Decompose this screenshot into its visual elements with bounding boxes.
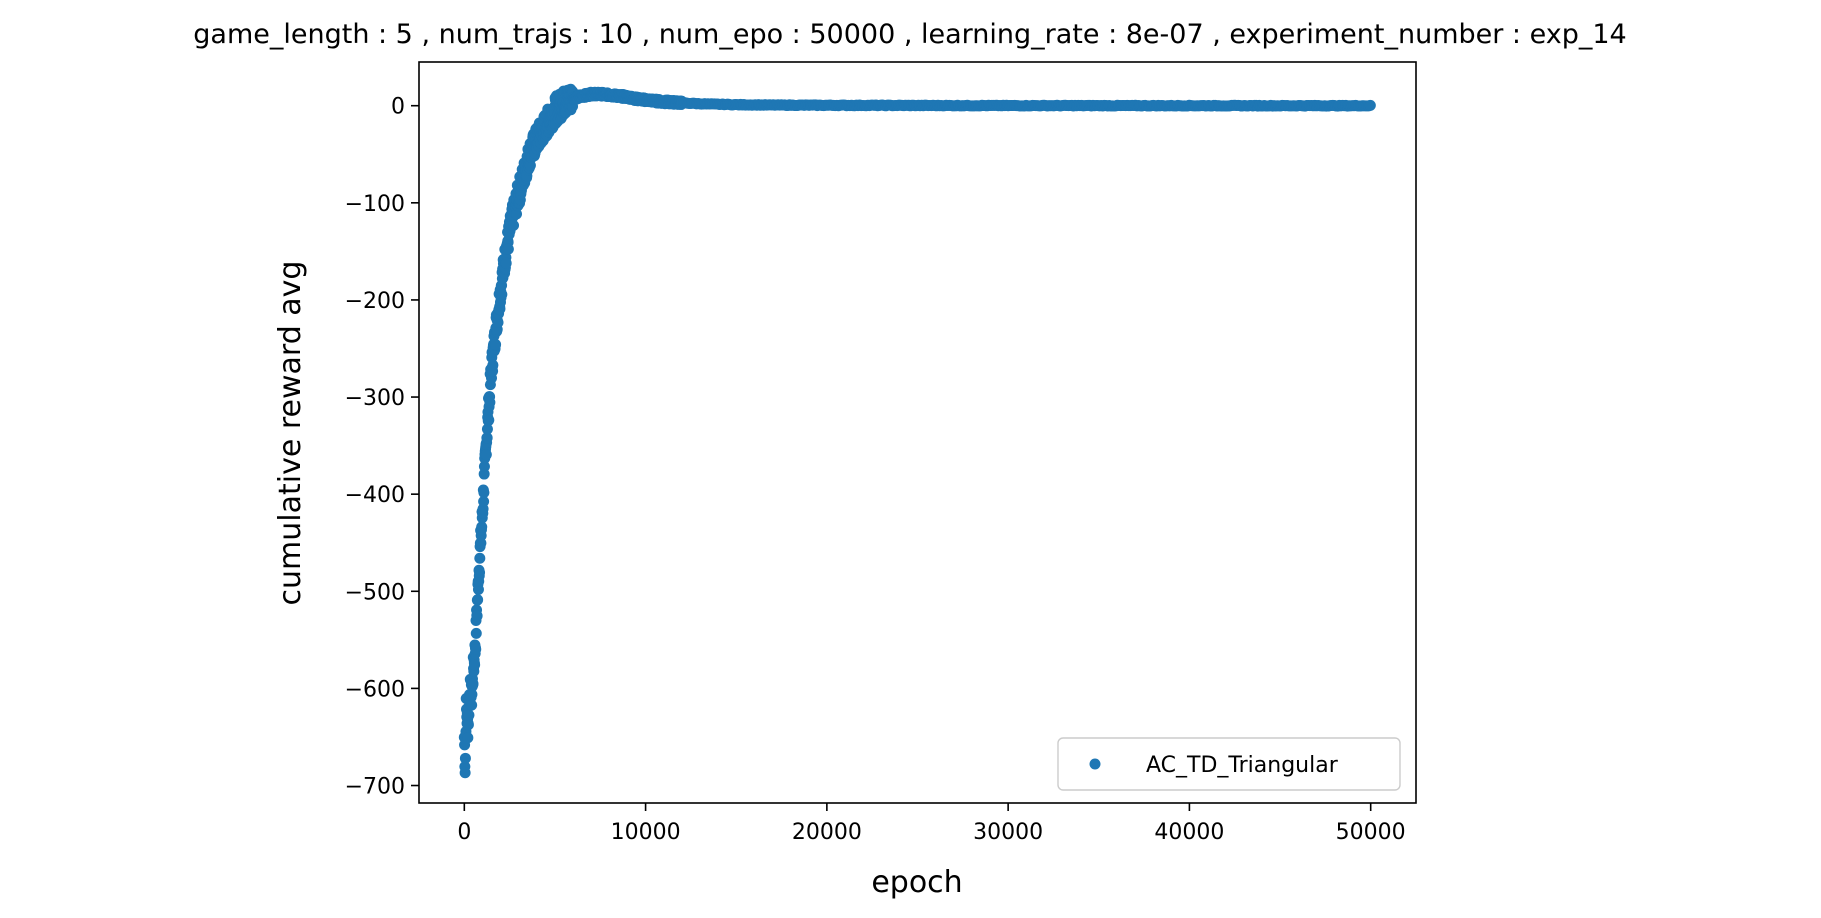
chart-title: game_length : 5 , num_trajs : 10 , num_e…	[193, 19, 1626, 50]
y-tick-label: −700	[345, 775, 405, 800]
data-point	[478, 496, 490, 508]
data-point	[481, 432, 493, 444]
data-points	[458, 83, 1376, 779]
data-point	[481, 423, 493, 435]
data-point	[459, 752, 471, 764]
data-point	[508, 219, 520, 231]
data-point	[474, 552, 486, 564]
legend: AC_TD_Triangular	[1057, 737, 1401, 791]
x-axis: 0 10000 20000 30000 40000 50000	[457, 803, 1406, 845]
data-point	[490, 339, 502, 351]
data-point	[502, 243, 514, 255]
y-tick-label: −100	[345, 192, 405, 217]
data-point	[478, 460, 490, 472]
data-point	[472, 594, 484, 606]
data-point	[469, 659, 481, 671]
data-point	[480, 449, 492, 461]
y-tick-label: −400	[345, 483, 405, 508]
y-tick-label: −600	[345, 677, 405, 702]
legend-marker	[1089, 758, 1101, 770]
x-tick-label: 40000	[1154, 820, 1224, 845]
data-point	[463, 709, 475, 721]
data-point	[487, 359, 499, 371]
x-tick-label: 20000	[792, 820, 862, 845]
y-tick-label: −300	[345, 386, 405, 411]
data-point	[478, 487, 490, 499]
data-point	[484, 396, 496, 408]
y-tick-label: 0	[391, 95, 405, 120]
plot-frame	[418, 61, 1417, 804]
data-point	[500, 257, 512, 269]
data-point	[474, 567, 486, 579]
x-tick-label: 0	[457, 820, 471, 845]
data-point	[1364, 99, 1376, 111]
data-point	[470, 643, 482, 655]
data-point	[483, 414, 495, 426]
x-tick-label: 50000	[1336, 820, 1406, 845]
data-point	[492, 316, 504, 328]
data-point	[459, 767, 471, 779]
legend-box	[1057, 737, 1401, 791]
y-axis-title: cumulative reward avg	[273, 261, 308, 606]
x-tick-label: 10000	[611, 820, 681, 845]
data-point	[467, 678, 479, 690]
data-point	[511, 208, 523, 220]
data-point	[466, 688, 478, 700]
data-point	[471, 610, 483, 622]
y-tick-label: −200	[345, 289, 405, 314]
data-point	[462, 732, 474, 744]
x-axis-title: epoch	[871, 865, 962, 900]
data-point	[462, 719, 474, 731]
data-point	[472, 584, 484, 596]
data-point	[466, 699, 478, 711]
data-point	[496, 289, 508, 301]
y-axis: 0 −100 −200 −300 −400 −500 −600 −700	[345, 95, 419, 800]
x-tick-label: 30000	[973, 820, 1043, 845]
data-point	[476, 521, 488, 533]
y-tick-label: −500	[345, 580, 405, 605]
legend-label-ac-td-triangular: AC_TD_Triangular	[1146, 753, 1339, 778]
data-point	[470, 627, 482, 639]
